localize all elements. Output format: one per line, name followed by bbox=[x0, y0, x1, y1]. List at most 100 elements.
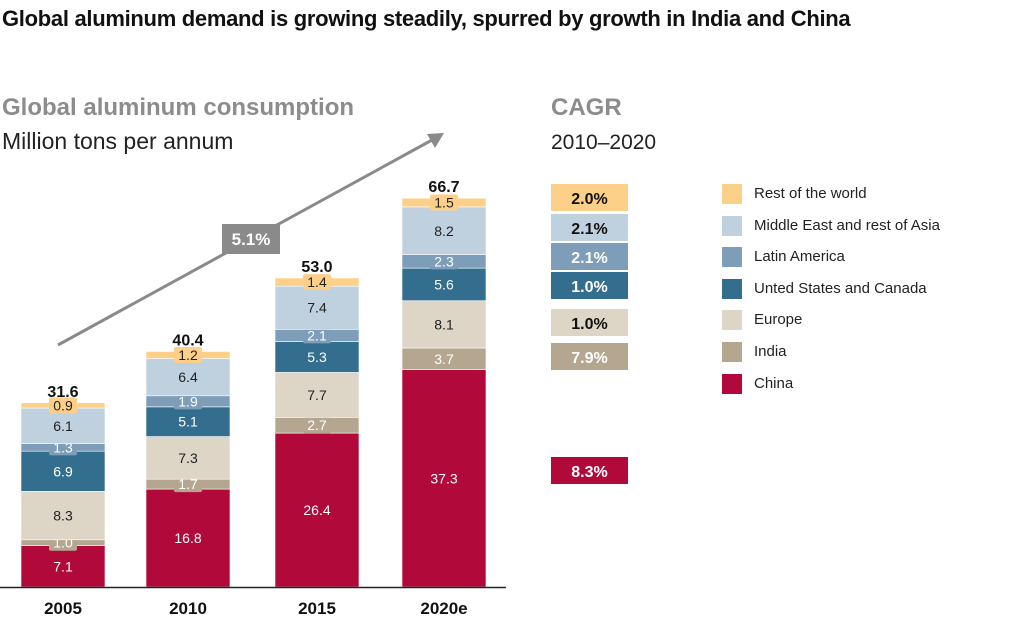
bar-label-chip bbox=[430, 194, 458, 211]
bar-label-india-2015: 2.7 bbox=[307, 417, 327, 433]
bar-label-middle-east-and-rest-of-asia-2020e: 8.2 bbox=[434, 223, 454, 239]
cagr-box-china bbox=[551, 457, 628, 484]
bar-segment-china-2020e bbox=[401, 369, 487, 588]
bar-label-chip bbox=[49, 397, 77, 414]
bar-label-latin-america-2015: 2.1 bbox=[307, 327, 327, 343]
bar-label-middle-east-and-rest-of-asia-2005: 6.1 bbox=[53, 418, 73, 434]
bar-total-2005: 31.6 bbox=[47, 384, 78, 401]
bar-label-latin-america-2020e: 2.3 bbox=[434, 253, 454, 269]
bar-label-chip bbox=[303, 327, 331, 344]
legend-label: India bbox=[754, 343, 787, 360]
cagr-value-europe: 1.0% bbox=[571, 316, 607, 333]
cagr-value-india: 7.9% bbox=[571, 350, 607, 367]
bar-label-latin-america-2010: 1.9 bbox=[178, 393, 198, 409]
legend-item-europe: Europe bbox=[722, 308, 1002, 331]
bar-label-rest-of-the-world-2015: 1.4 bbox=[307, 274, 327, 290]
bar-segment-middle-east-and-rest-of-asia-2005 bbox=[20, 407, 106, 444]
bar-label-unted-states-and-canada-2005: 6.9 bbox=[53, 463, 73, 479]
bar-total-2020e: 66.7 bbox=[428, 179, 459, 196]
legend-item-middle-east-and-rest-of-asia: Middle East and rest of Asia bbox=[722, 214, 1002, 236]
bar-label-chip bbox=[174, 346, 202, 363]
bar-label-europe-2010: 7.3 bbox=[178, 450, 198, 466]
cagr-value-middle-east-and-rest-of-asia: 2.1% bbox=[571, 221, 607, 238]
legend-label: China bbox=[754, 374, 794, 392]
legend-swatch bbox=[722, 215, 742, 236]
cagr-box-latin-america bbox=[551, 243, 628, 270]
bar-label-europe-2005: 8.3 bbox=[53, 508, 73, 524]
bar-segment-europe-2015 bbox=[274, 372, 360, 418]
bar-label-china-2005: 7.1 bbox=[53, 558, 73, 574]
bar-label-india-2020e: 3.7 bbox=[434, 351, 454, 367]
cagr-value-latin-america: 2.1% bbox=[571, 250, 607, 267]
legend-swatch bbox=[722, 278, 742, 299]
bar-segment-middle-east-and-rest-of-asia-2010 bbox=[145, 358, 231, 397]
page-title: Global aluminum demand is growing steadi… bbox=[2, 6, 851, 31]
legend-label: Unted States and Canada bbox=[754, 279, 927, 297]
bar-segment-china-2015 bbox=[274, 432, 360, 588]
bar-label-china-2015: 26.4 bbox=[303, 502, 330, 518]
bar-label-rest-of-the-world-2020e: 1.5 bbox=[434, 195, 454, 211]
x-tick-label-2020e: 2020e bbox=[420, 599, 467, 618]
bar-label-india-2010: 1.7 bbox=[178, 476, 198, 492]
bar-label-china-2010: 16.8 bbox=[174, 530, 201, 546]
trend-arrow-head bbox=[427, 133, 444, 148]
bar-label-chip bbox=[174, 476, 202, 493]
legend-label: Middle East and rest of Asia bbox=[754, 216, 940, 234]
bar-segment-europe-2020e bbox=[401, 300, 487, 349]
cagr-title: CAGR bbox=[551, 94, 622, 121]
bar-label-rest-of-the-world-2010: 1.2 bbox=[178, 347, 198, 363]
bar-label-chip bbox=[174, 393, 202, 410]
x-tick-label-2010: 2010 bbox=[169, 599, 207, 618]
cagr-box-unted-states-and-canada bbox=[551, 272, 628, 299]
bar-segment-china-2010 bbox=[145, 488, 231, 588]
bar-label-middle-east-and-rest-of-asia-2015: 7.4 bbox=[307, 300, 327, 316]
legend-swatch bbox=[722, 247, 742, 268]
bar-label-europe-2020e: 8.1 bbox=[434, 316, 454, 332]
bar-label-europe-2015: 7.7 bbox=[307, 387, 327, 403]
cagr-box-rest-of-the-world bbox=[551, 184, 628, 211]
legend-item-rest-of-the-world: Rest of the world bbox=[722, 182, 1002, 204]
bar-segment-middle-east-and-rest-of-asia-2020e bbox=[401, 206, 487, 255]
cagr-box-india bbox=[551, 343, 628, 370]
legend-swatch bbox=[722, 184, 742, 204]
x-tick-label-2005: 2005 bbox=[44, 599, 82, 618]
bar-segment-europe-2010 bbox=[145, 436, 231, 480]
bar-segment-middle-east-and-rest-of-asia-2015 bbox=[274, 285, 360, 330]
cagr-box-europe bbox=[551, 309, 628, 336]
legend-swatch bbox=[722, 342, 742, 362]
bar-label-chip bbox=[430, 253, 458, 270]
legend-item-china: China bbox=[722, 372, 1002, 394]
bar-label-rest-of-the-world-2005: 0.9 bbox=[53, 397, 73, 413]
cagr-value-china: 8.3% bbox=[571, 464, 607, 481]
bar-label-middle-east-and-rest-of-asia-2010: 6.4 bbox=[178, 369, 198, 385]
bar-total-2010: 40.4 bbox=[172, 332, 203, 349]
cagr-value-unted-states-and-canada: 1.0% bbox=[571, 279, 607, 296]
chart-unit-label: Million tons per annum bbox=[2, 128, 234, 154]
bar-label-china-2020e: 37.3 bbox=[430, 470, 457, 486]
legend-label: Rest of the world bbox=[754, 185, 867, 202]
x-tick-label-2015: 2015 bbox=[298, 599, 336, 618]
bar-segment-unted-states-and-canada-2020e bbox=[401, 267, 487, 302]
cagr-box-middle-east-and-rest-of-asia bbox=[551, 214, 628, 241]
legend-item-india: India bbox=[722, 340, 1002, 362]
bar-segment-europe-2005 bbox=[20, 491, 106, 541]
bar-label-chip bbox=[303, 417, 331, 434]
trend-label: 5.1% bbox=[232, 230, 271, 249]
legend-swatch bbox=[722, 373, 742, 394]
chart-title: Global aluminum consumption bbox=[2, 94, 355, 121]
bar-label-unted-states-and-canada-2015: 5.3 bbox=[307, 349, 327, 365]
bar-label-unted-states-and-canada-2020e: 5.6 bbox=[434, 276, 454, 292]
bar-label-chip bbox=[303, 274, 331, 291]
legend-label: Latin America bbox=[754, 248, 845, 266]
cagr-value-rest-of-the-world: 2.0% bbox=[571, 191, 607, 208]
legend-item-latin-america: Latin America bbox=[722, 245, 1002, 268]
bar-label-unted-states-and-canada-2010: 5.1 bbox=[178, 414, 198, 430]
legend-swatch bbox=[722, 310, 742, 331]
bar-segment-unted-states-and-canada-2015 bbox=[274, 341, 360, 373]
bar-total-2015: 53.0 bbox=[301, 259, 332, 276]
legend-label: Europe bbox=[754, 311, 803, 329]
trend-label-box bbox=[222, 224, 280, 254]
cagr-period: 2010–2020 bbox=[551, 131, 657, 154]
legend-item-unted-states-and-canada: Unted States and Canada bbox=[722, 277, 1002, 299]
